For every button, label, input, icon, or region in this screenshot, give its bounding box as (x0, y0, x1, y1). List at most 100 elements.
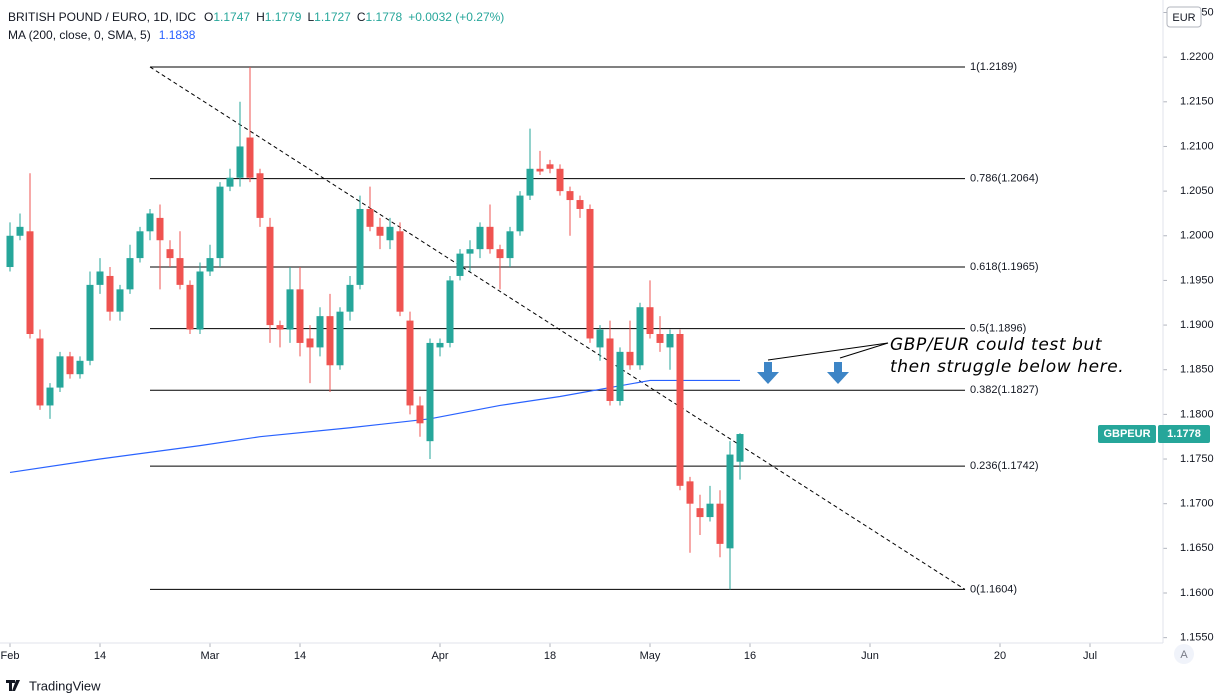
candle-body (216, 186, 224, 259)
candle-body (496, 249, 504, 259)
candle-body (726, 454, 734, 549)
fib-label: 0.618(1.1965) (970, 261, 1039, 273)
currency-box[interactable] (1166, 6, 1202, 28)
y-tick-label: 1.1750 (1180, 453, 1214, 465)
legend-title: BRITISH POUND / EURO, 1D, IDC O1.1747 H1.1… (8, 10, 504, 24)
y-tick-label: 1.1650 (1180, 542, 1214, 554)
candle-body (596, 329, 604, 348)
annotation-arrows (757, 342, 889, 384)
candle-body (166, 249, 174, 259)
fib-label: 0.236(1.1742) (970, 460, 1039, 472)
brand: TradingView (6, 678, 101, 693)
candle-body (186, 284, 194, 330)
candle-body (426, 342, 434, 442)
candle-body (16, 226, 24, 236)
candle-body (706, 503, 714, 518)
candle-body (76, 360, 84, 375)
candle-body (276, 325, 284, 330)
candle-body (86, 284, 94, 361)
ohlc-key: O (204, 10, 213, 24)
candle-body (6, 235, 14, 268)
x-tick-label: 14 (94, 650, 106, 662)
candle-body (26, 231, 34, 335)
candle-body (336, 311, 344, 366)
y-tick-label: 1.2050 (1180, 185, 1214, 197)
candle-body (206, 258, 214, 272)
candle-body (436, 342, 444, 348)
candle-body (296, 289, 304, 343)
candle-body (476, 226, 484, 250)
candle-body (626, 351, 634, 366)
candle-body (356, 208, 364, 285)
auto-scale-label[interactable]: A (1180, 649, 1188, 661)
candle-body (446, 280, 454, 343)
change: +0.0032 (+0.27%) (408, 10, 504, 24)
fib-label: 1(1.2189) (970, 61, 1017, 73)
auto-scale-button[interactable] (1174, 644, 1194, 664)
x-tick-label: 18 (544, 650, 556, 662)
currency-label[interactable]: EUR (1172, 12, 1195, 24)
pointer-line (839, 342, 889, 359)
y-tick-label: 1.1950 (1180, 274, 1214, 286)
y-tick-label: 1.1800 (1180, 408, 1214, 420)
y-tick-label: 1.2200 (1180, 51, 1214, 63)
y-tick-label: 1.1550 (1180, 632, 1214, 644)
y-tick-label: 1.2100 (1180, 140, 1214, 152)
x-tick-label: 14 (294, 650, 306, 662)
candle-body (506, 231, 514, 259)
candle-body (46, 387, 54, 406)
trendline (149, 66, 966, 590)
candle-body (126, 258, 134, 290)
y-tick-label: 1.2000 (1180, 230, 1214, 242)
x-tick-label: Mar (201, 650, 220, 662)
candle-body (196, 271, 204, 330)
ohlc-value: 1.1779 (265, 10, 302, 24)
down-arrow (827, 362, 849, 384)
candle-body (56, 356, 64, 388)
candle-body (536, 168, 544, 172)
ohlc-value: 1.1727 (314, 10, 351, 24)
x-tick-label: 16 (744, 650, 756, 662)
candle-body (156, 217, 164, 241)
brand-logo (6, 680, 20, 691)
candle-body (686, 481, 694, 504)
ma-value: 1.1838 (159, 28, 196, 42)
candle-body (716, 503, 724, 544)
candle-body (326, 316, 334, 366)
candle-body (226, 177, 234, 187)
x-tick-label: 20 (994, 650, 1006, 662)
symbol: BRITISH POUND / EURO, 1D, IDC (8, 10, 196, 24)
candle-body (566, 191, 574, 201)
candle-body (616, 351, 624, 401)
candle-body (256, 173, 264, 218)
symbol-tag (1098, 425, 1156, 444)
candle-body (386, 226, 394, 241)
overlay: BRITISH POUND / EURO, 1D, IDC O1.1747 H1.1… (8, 10, 1210, 444)
candle-body (486, 226, 494, 250)
candle-body (556, 168, 564, 192)
candle-body (116, 289, 124, 312)
candle-body (366, 208, 374, 227)
candle-body (526, 168, 534, 196)
candle-body (456, 253, 464, 276)
symbol-tag-label: GBPEUR (1103, 428, 1150, 440)
candle-body (676, 334, 684, 486)
candle-body (316, 316, 324, 348)
candle-body (546, 164, 554, 169)
fib-label: 0.382(1.1827) (970, 384, 1039, 396)
down-arrow (757, 362, 779, 384)
candle-body (646, 307, 654, 335)
candle-body (416, 405, 424, 424)
candle-body (36, 338, 44, 406)
ma-name: MA (200, close, 0, SMA, 5) (8, 28, 151, 42)
candle-body (666, 334, 674, 348)
candle-body (376, 226, 384, 236)
x-tick-label: Feb (1, 650, 20, 662)
candle-body (176, 258, 184, 285)
fib-label: 0.5(1.1896) (970, 323, 1026, 335)
x-tick-label: Jun (861, 650, 879, 662)
candle-body (396, 231, 404, 312)
fib-label: 0.786(1.2064) (970, 173, 1039, 185)
ma-legend: MA (200, close, 0, SMA, 5) 1.1838 (8, 28, 196, 42)
